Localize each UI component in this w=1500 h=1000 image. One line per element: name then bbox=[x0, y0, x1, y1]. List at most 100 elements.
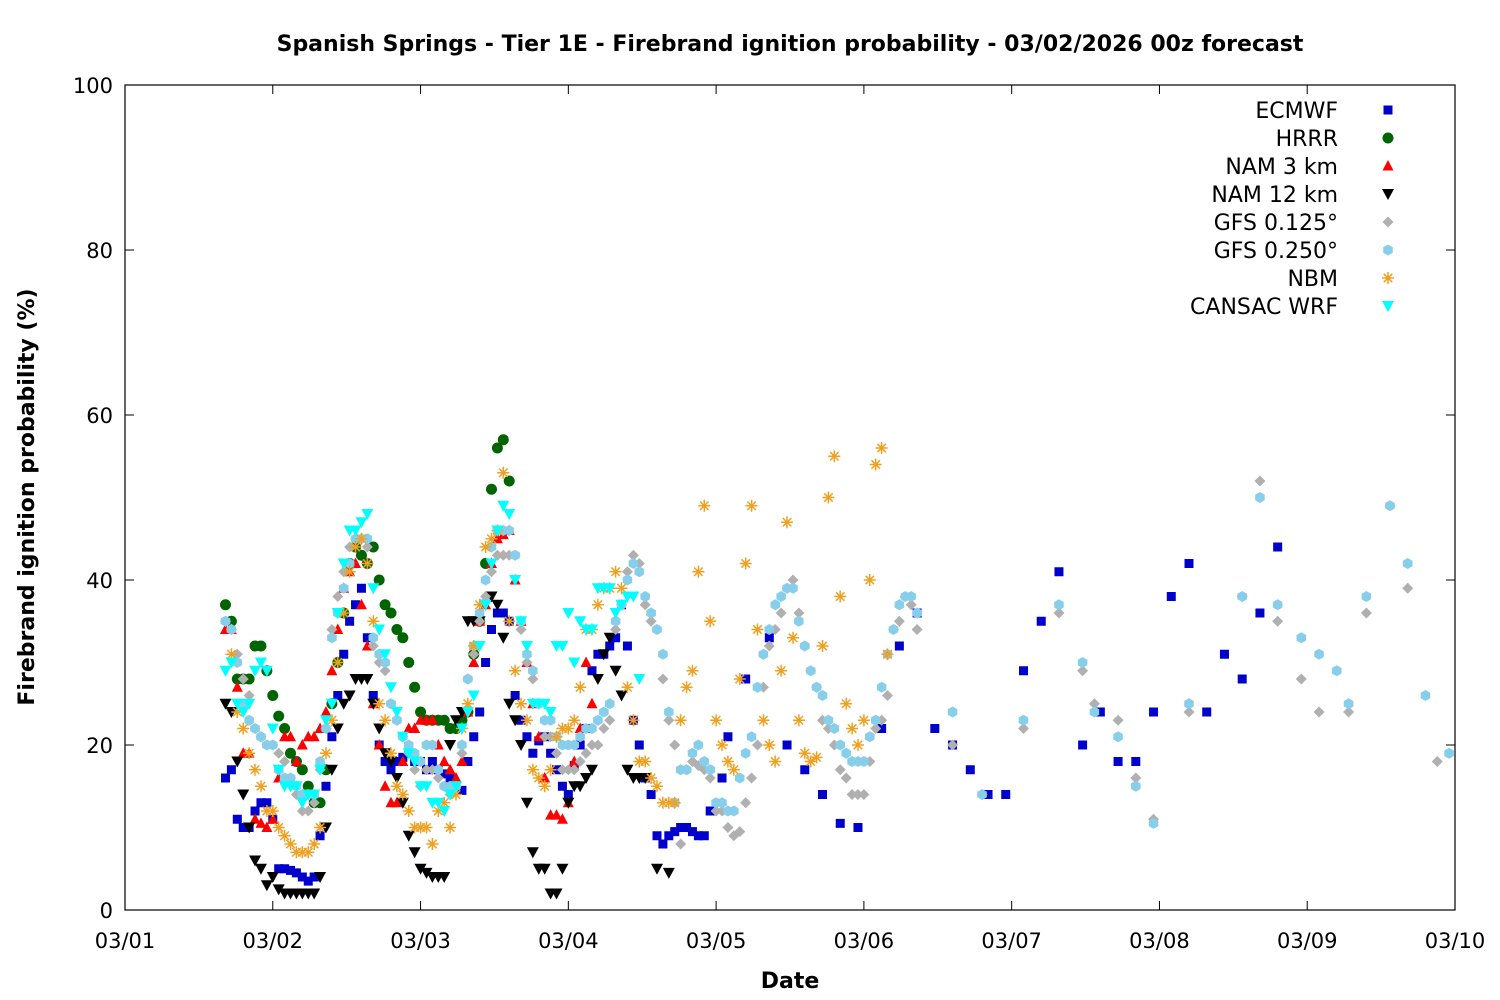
data-point bbox=[800, 765, 810, 775]
data-point bbox=[526, 763, 539, 776]
data-point bbox=[469, 732, 479, 742]
data-point bbox=[426, 714, 438, 725]
data-point bbox=[603, 583, 616, 595]
data-point bbox=[373, 739, 385, 750]
data-point bbox=[574, 616, 587, 628]
data-point bbox=[396, 788, 409, 801]
legend-marker bbox=[1382, 160, 1394, 171]
data-point bbox=[509, 575, 522, 586]
data-point bbox=[237, 722, 250, 735]
data-point bbox=[622, 641, 632, 651]
data-point bbox=[840, 772, 852, 784]
data-point bbox=[627, 714, 640, 727]
data-point bbox=[244, 714, 254, 726]
data-point bbox=[622, 574, 633, 586]
data-point bbox=[1088, 698, 1100, 710]
data-point bbox=[243, 690, 255, 701]
data-point bbox=[717, 773, 727, 783]
y-tick-label: 20 bbox=[86, 734, 113, 758]
data-point bbox=[361, 541, 373, 553]
data-point bbox=[687, 827, 697, 837]
data-point bbox=[368, 632, 378, 644]
data-point bbox=[432, 797, 445, 809]
data-point bbox=[219, 599, 231, 611]
data-point bbox=[314, 764, 327, 776]
data-point bbox=[764, 633, 774, 643]
data-point bbox=[763, 739, 776, 751]
data-point bbox=[349, 525, 362, 537]
data-point bbox=[296, 805, 308, 817]
data-point bbox=[611, 633, 621, 643]
data-point bbox=[497, 434, 509, 446]
data-point bbox=[391, 796, 403, 808]
data-point bbox=[658, 839, 668, 849]
data-point bbox=[699, 831, 709, 841]
data-point bbox=[734, 826, 746, 838]
data-point bbox=[556, 863, 569, 875]
data-point bbox=[450, 781, 463, 793]
data-point bbox=[255, 640, 267, 652]
data-point bbox=[367, 583, 380, 595]
x-tick-label: 03/02 bbox=[243, 929, 304, 953]
data-point bbox=[727, 763, 740, 776]
data-point bbox=[226, 624, 237, 635]
x-tick-label: 03/08 bbox=[1129, 929, 1190, 953]
data-point bbox=[681, 764, 692, 776]
data-point bbox=[254, 657, 267, 669]
data-point bbox=[520, 797, 533, 809]
y-tick-label: 100 bbox=[73, 74, 113, 98]
data-point bbox=[414, 863, 427, 875]
legend-label: ECMWF bbox=[1255, 99, 1338, 124]
data-point bbox=[610, 615, 621, 627]
data-point bbox=[243, 747, 256, 760]
data-point bbox=[1077, 665, 1089, 677]
data-point bbox=[474, 615, 486, 627]
legend-marker bbox=[1382, 216, 1394, 228]
data-point bbox=[870, 723, 882, 734]
data-point bbox=[716, 739, 728, 751]
data-point bbox=[646, 607, 656, 619]
data-point bbox=[735, 772, 745, 784]
data-point bbox=[1402, 558, 1413, 569]
data-point bbox=[249, 763, 261, 776]
data-point bbox=[392, 714, 402, 726]
data-point bbox=[580, 656, 592, 667]
data-point bbox=[965, 765, 975, 775]
data-point bbox=[373, 723, 386, 735]
data-point bbox=[782, 740, 792, 750]
data-point bbox=[1089, 706, 1100, 718]
data-point bbox=[492, 608, 502, 618]
legend-label: NAM 12 km bbox=[1211, 183, 1338, 208]
data-point bbox=[433, 764, 444, 776]
data-point bbox=[361, 674, 374, 685]
data-point bbox=[787, 574, 799, 586]
data-point bbox=[438, 806, 451, 817]
data-point bbox=[551, 747, 563, 759]
data-point bbox=[1054, 599, 1064, 611]
data-point bbox=[231, 681, 243, 692]
data-point bbox=[1420, 690, 1431, 701]
data-point bbox=[746, 731, 757, 743]
data-point bbox=[385, 682, 397, 694]
series-gfs-0-250 bbox=[220, 492, 1454, 829]
data-point bbox=[823, 714, 834, 726]
data-point bbox=[621, 764, 634, 776]
y-axis-title: Firebrand ignition probability (%) bbox=[15, 288, 40, 705]
data-point bbox=[674, 714, 687, 727]
data-point bbox=[521, 657, 533, 668]
data-point bbox=[515, 697, 527, 710]
data-point bbox=[386, 765, 396, 775]
data-point bbox=[568, 657, 581, 669]
data-point bbox=[670, 827, 680, 837]
legend-marker bbox=[1382, 272, 1394, 284]
data-point bbox=[775, 664, 788, 677]
data-point bbox=[585, 764, 598, 776]
data-point bbox=[468, 648, 480, 660]
data-point bbox=[733, 673, 746, 685]
data-point bbox=[664, 831, 674, 841]
data-point bbox=[290, 755, 302, 766]
data-point bbox=[274, 864, 284, 874]
data-point bbox=[740, 747, 751, 759]
data-point bbox=[794, 615, 804, 627]
data-point bbox=[764, 624, 775, 635]
